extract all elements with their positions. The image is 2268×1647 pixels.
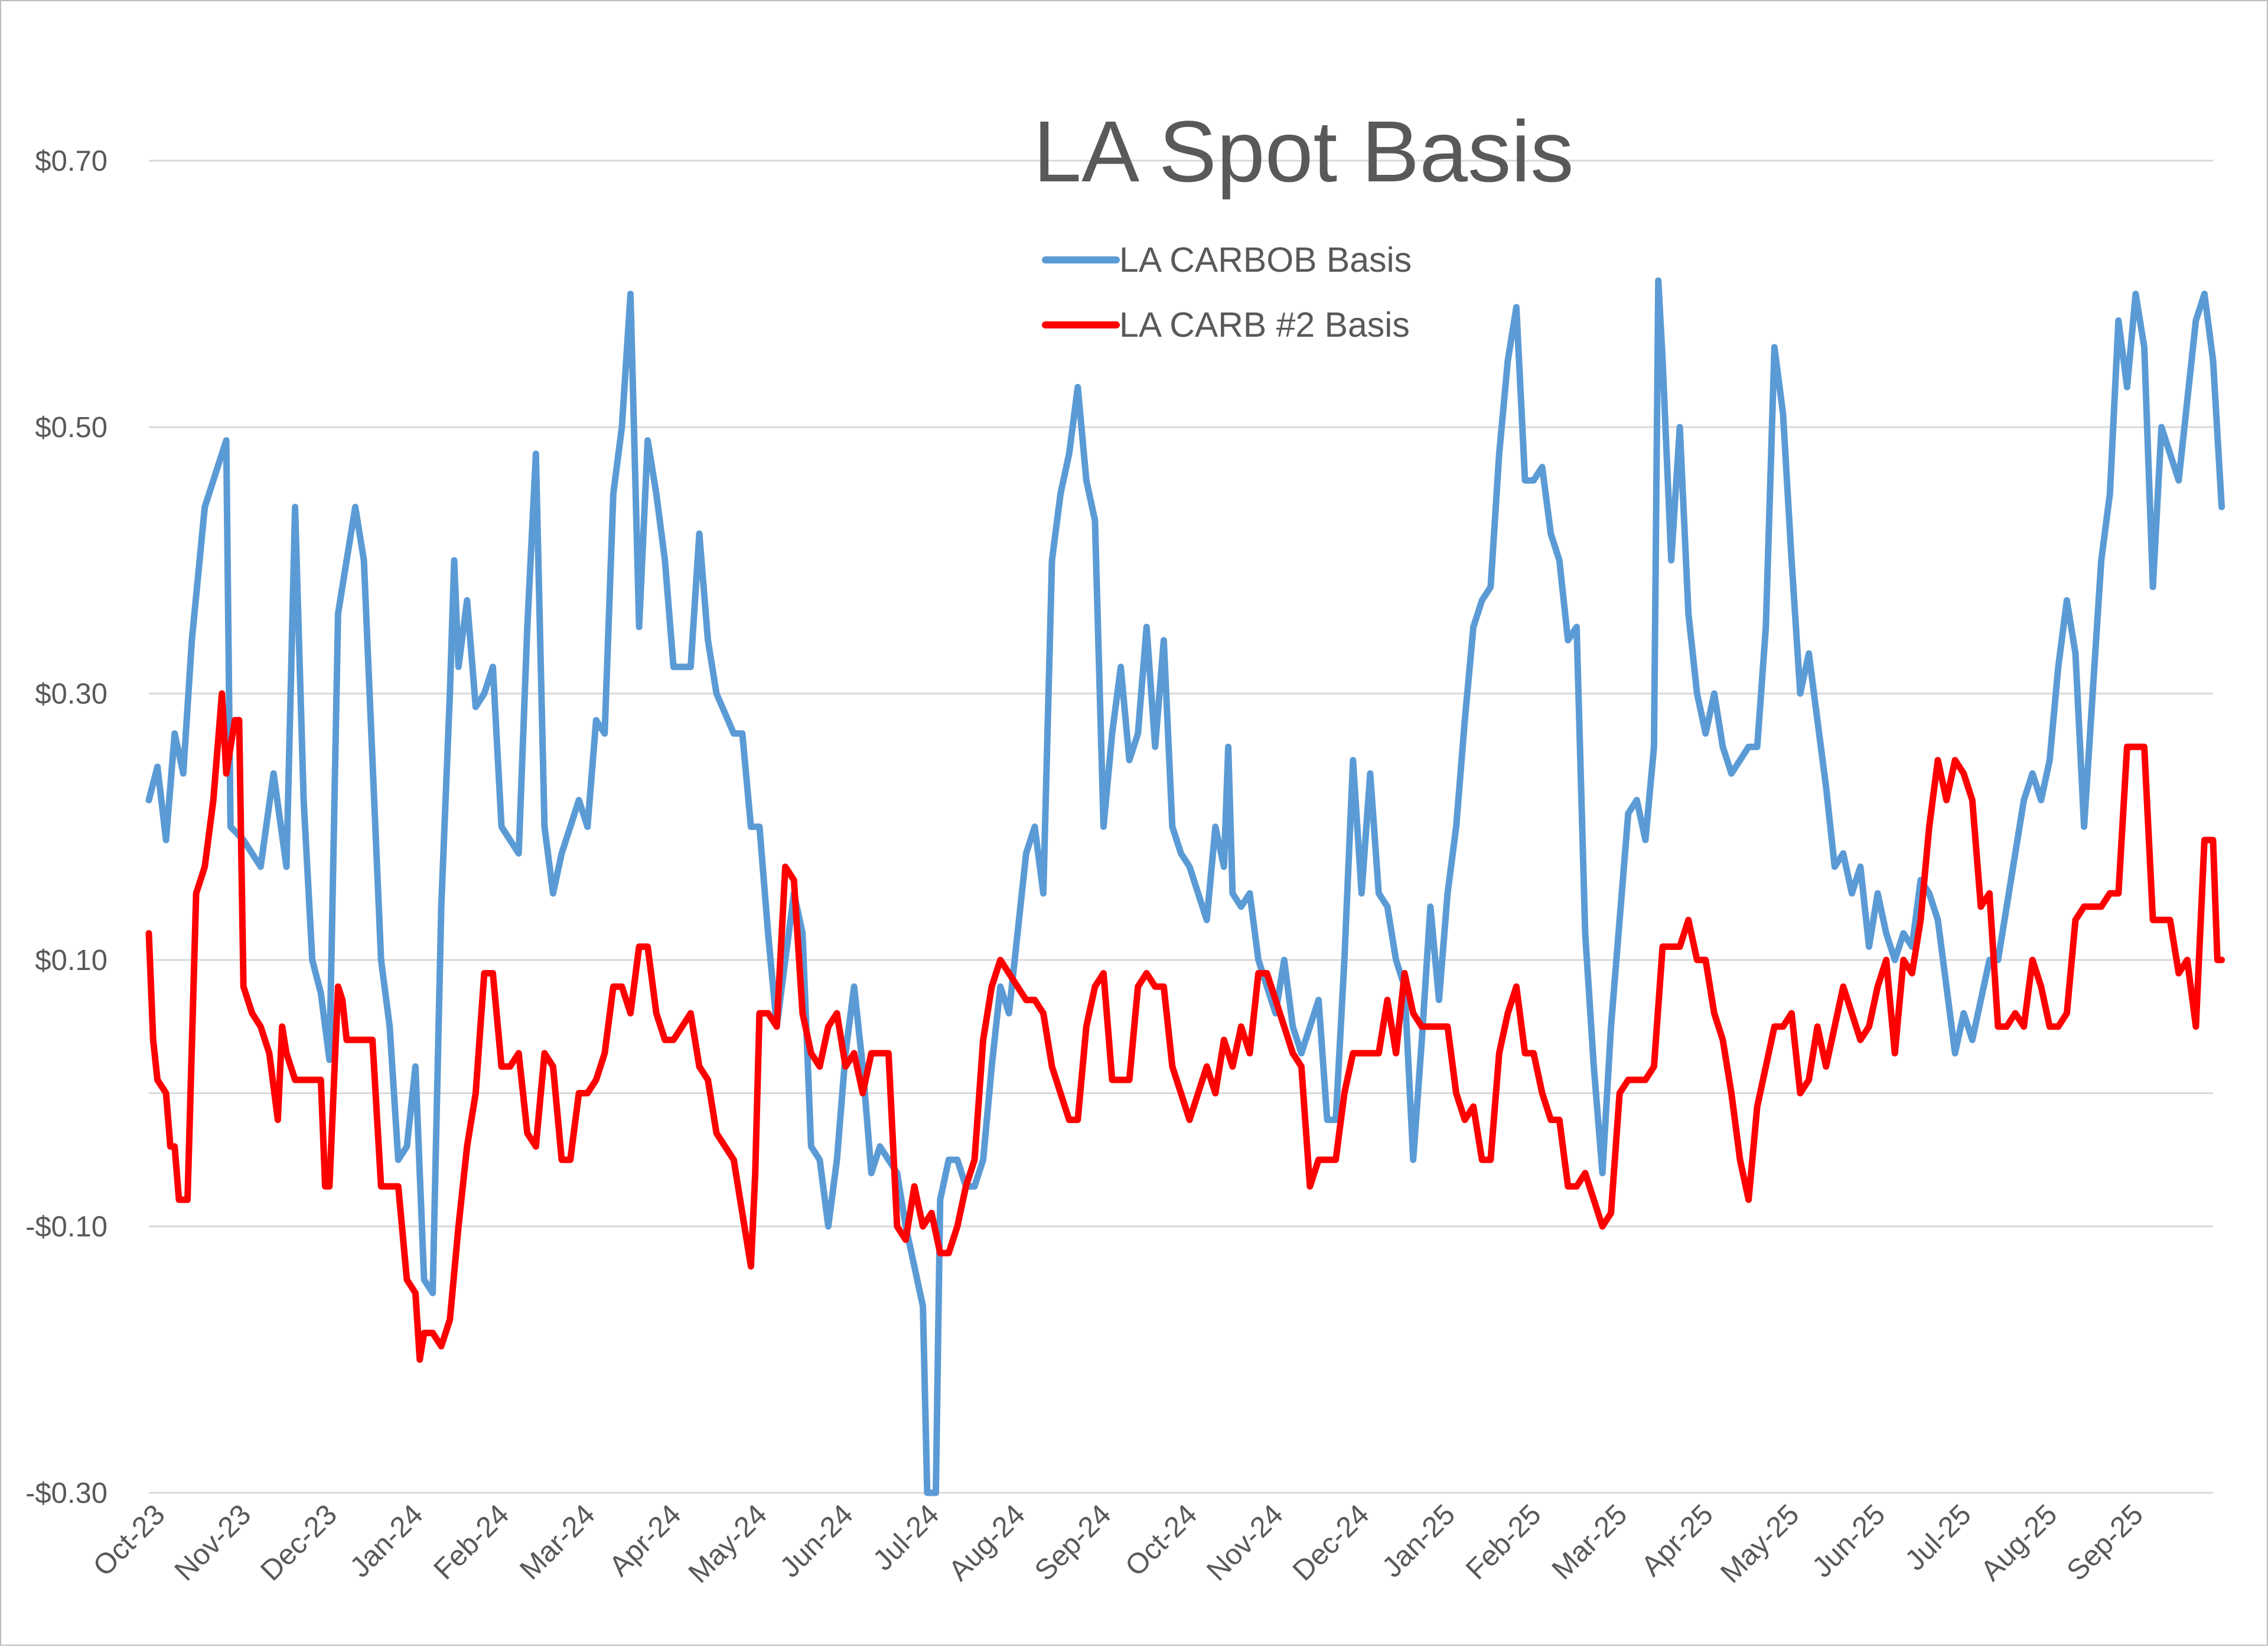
x-tick-label: Apr-25: [1635, 1499, 1719, 1583]
x-tick-label: Mar-25: [1546, 1499, 1633, 1586]
x-tick-label: Oct-24: [1119, 1499, 1203, 1583]
x-tick-label: May-25: [1715, 1499, 1806, 1590]
y-tick-label: $0.30: [35, 678, 107, 710]
legend-label-carbob: LA CARBOB Basis: [1119, 240, 1412, 279]
x-tick-label: Nov-24: [1201, 1499, 1289, 1587]
x-tick-label: Aug-25: [1975, 1499, 2064, 1587]
x-tick-label: Jan-24: [344, 1499, 429, 1584]
y-tick-label: -$0.10: [25, 1211, 107, 1243]
y-tick-label: $0.50: [35, 412, 107, 444]
x-tick-label: Jan-25: [1376, 1499, 1461, 1584]
x-tick-label: Feb-24: [428, 1499, 515, 1586]
x-tick-label: Aug-24: [943, 1499, 1031, 1587]
x-tick-label: Apr-24: [603, 1499, 687, 1583]
x-tick-label: Sep-24: [1029, 1499, 1117, 1587]
x-tick-label: Jul-25: [1899, 1499, 1977, 1577]
x-tick-label: Oct-23: [87, 1499, 171, 1583]
x-tick-label: Mar-24: [514, 1499, 601, 1586]
x-tick-label: Dec-24: [1287, 1499, 1376, 1587]
gridlines: [149, 160, 2213, 1494]
x-tick-label: Jun-25: [1806, 1499, 1891, 1584]
y-tick-label: -$0.30: [25, 1477, 107, 1509]
x-tick-label: Jul-24: [867, 1499, 946, 1577]
x-tick-label: Sep-25: [2061, 1499, 2149, 1587]
chart-title: LA Spot Basis: [1033, 103, 1573, 200]
y-axis-ticks: $0.70 $0.50 $0.30 $0.10 -$0.10 -$0.30: [25, 145, 107, 1509]
x-tick-label: Nov-23: [169, 1499, 258, 1587]
legend: LA CARBOB Basis LA CARB #2 Basis: [1042, 240, 1412, 344]
x-tick-label: Feb-25: [1460, 1499, 1547, 1586]
series-line-carb2: [145, 690, 2225, 1363]
series-line-carbob: [145, 277, 2225, 1496]
legend-label-carb2: LA CARB #2 Basis: [1119, 305, 1410, 344]
series-lines: [145, 277, 2225, 1496]
y-tick-label: $0.10: [35, 945, 107, 977]
y-tick-label: $0.70: [35, 145, 107, 177]
x-tick-label: May-24: [682, 1499, 773, 1590]
x-tick-label: Jun-24: [774, 1499, 859, 1584]
x-tick-label: Dec-23: [255, 1499, 343, 1587]
